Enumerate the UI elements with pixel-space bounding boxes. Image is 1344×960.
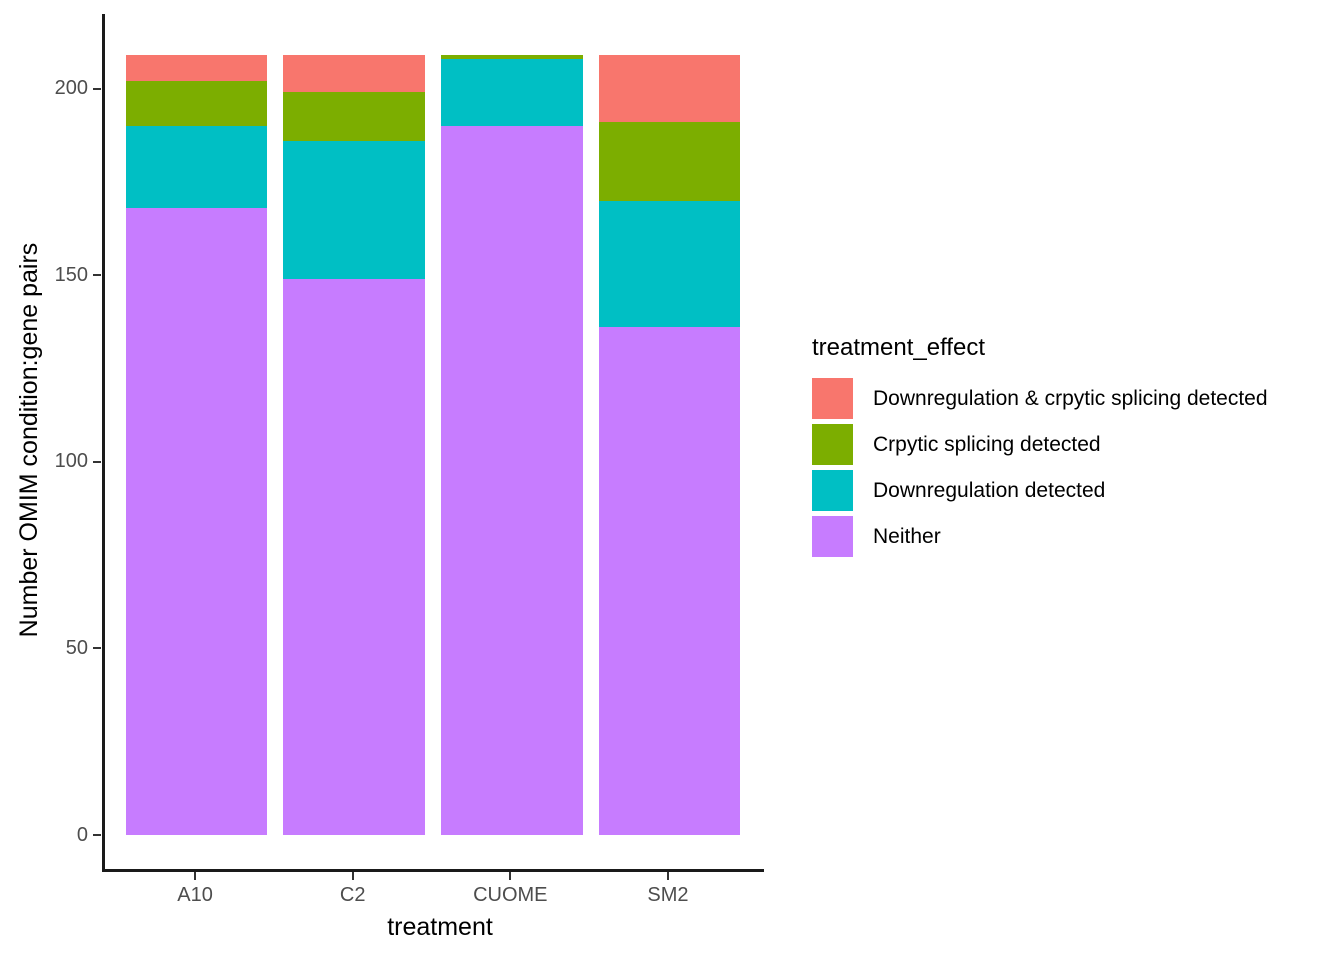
y-axis-tick <box>93 647 101 650</box>
bar-segment-CUOME <box>440 58 583 126</box>
legend-item: Neither <box>812 516 1268 557</box>
bar-segment-CUOME <box>440 55 583 59</box>
x-axis-tick <box>666 872 669 880</box>
bar-segment-C2 <box>283 140 426 279</box>
legend-title: treatment_effect <box>812 334 985 361</box>
bar-segment-C2 <box>283 92 426 141</box>
x-axis-tick-label: C2 <box>339 884 366 906</box>
y-axis-title: Number OMIM condition:gene pairs <box>15 242 43 638</box>
bar-segment-C2 <box>283 55 426 93</box>
bar-segment-SM2 <box>598 122 741 201</box>
bar-segment-A10 <box>125 55 268 82</box>
bar-segment-SM2 <box>598 200 741 328</box>
legend-item-label: Downregulation & crpytic splicing detect… <box>873 386 1268 410</box>
legend: treatment_effect Downregulation & crpyti… <box>812 334 1268 562</box>
y-axis-tick-label: 150 <box>54 263 88 286</box>
legend-item-label: Crpytic splicing detected <box>873 432 1101 456</box>
y-axis-tick <box>93 460 101 463</box>
bar-segment-SM2 <box>598 55 741 123</box>
bar-segment-A10 <box>125 208 268 835</box>
bar-segment-CUOME <box>440 125 583 835</box>
bar-segment-SM2 <box>598 327 741 835</box>
x-axis-tick-label: SM2 <box>647 884 689 906</box>
bar-segment-A10 <box>125 81 268 126</box>
x-axis-tick-label: CUOME <box>473 884 548 906</box>
y-axis-tick <box>93 834 101 836</box>
bar-segment-C2 <box>283 278 426 835</box>
legend-swatch <box>812 516 853 557</box>
legend-item: Downregulation detected <box>812 470 1268 511</box>
bar-segment-A10 <box>125 125 268 209</box>
legend-item: Crpytic splicing detected <box>812 424 1268 465</box>
y-axis-tick <box>93 87 101 90</box>
x-axis-tick <box>194 872 197 880</box>
legend-item-label: Downregulation detected <box>873 478 1106 502</box>
y-axis-tick-label: 200 <box>54 77 88 100</box>
x-axis-title: treatment <box>387 913 493 941</box>
y-axis-tick <box>93 274 101 277</box>
x-axis-tick-label: A10 <box>177 884 213 906</box>
plot-panel <box>102 14 764 872</box>
x-axis-tick <box>351 872 354 880</box>
legend-item-label: Neither <box>873 524 941 548</box>
legend-swatch <box>812 470 853 511</box>
legend-items: Downregulation & crpytic splicing detect… <box>812 378 1268 557</box>
y-axis-tick-label: 0 <box>76 823 88 846</box>
legend-item: Downregulation & crpytic splicing detect… <box>812 378 1268 419</box>
y-axis-tick-label: 50 <box>65 636 88 659</box>
x-axis-tick <box>509 872 512 880</box>
legend-swatch <box>812 378 853 419</box>
y-axis-tick-label: 100 <box>54 450 88 473</box>
legend-swatch <box>812 424 853 465</box>
